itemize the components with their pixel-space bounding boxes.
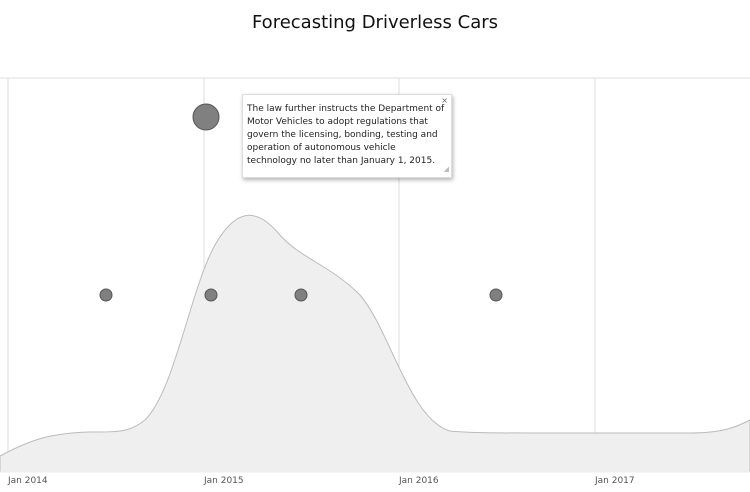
tooltip-text: The law further instructs the Department… xyxy=(247,104,445,166)
event-marker[interactable] xyxy=(294,288,308,302)
x-tick-label: Jan 2017 xyxy=(595,476,635,486)
event-marker-large[interactable] xyxy=(192,103,220,131)
chart-title: Forecasting Driverless Cars xyxy=(251,12,499,33)
event-marker[interactable] xyxy=(489,288,503,302)
close-icon[interactable]: × xyxy=(441,96,448,105)
event-tooltip: × The law further instructs the Departme… xyxy=(242,94,452,178)
x-tick-label: Jan 2015 xyxy=(204,476,244,486)
x-tick-label: Jan 2014 xyxy=(8,476,48,486)
x-tick-label: Jan 2016 xyxy=(399,476,439,486)
event-marker[interactable] xyxy=(99,288,113,302)
density-area xyxy=(0,214,750,473)
resize-handle-icon[interactable]: ◢ xyxy=(443,165,449,173)
event-marker[interactable] xyxy=(204,288,218,302)
